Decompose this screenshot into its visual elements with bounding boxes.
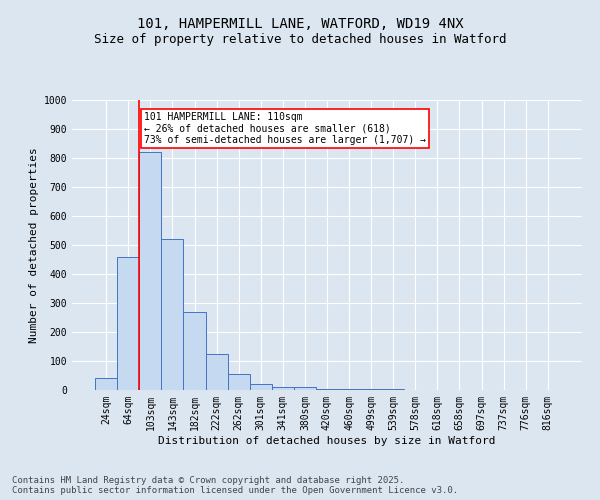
X-axis label: Distribution of detached houses by size in Watford: Distribution of detached houses by size … [158, 436, 496, 446]
Bar [95, 378, 117, 390]
Bar [161, 239, 184, 390]
Bar [338, 389, 360, 390]
Bar [184, 312, 206, 390]
Y-axis label: Number of detached properties: Number of detached properties [29, 147, 40, 343]
Text: Contains HM Land Registry data © Crown copyright and database right 2025.
Contai: Contains HM Land Registry data © Crown c… [12, 476, 458, 495]
Bar [272, 387, 294, 390]
Bar [294, 387, 316, 390]
Bar [316, 388, 338, 390]
Text: 101 HAMPERMILL LANE: 110sqm
← 26% of detached houses are smaller (618)
73% of se: 101 HAMPERMILL LANE: 110sqm ← 26% of det… [144, 112, 426, 145]
Bar [360, 389, 382, 390]
Bar [117, 256, 139, 390]
Bar [139, 152, 161, 390]
Bar [250, 384, 272, 390]
Bar [227, 374, 250, 390]
Text: Size of property relative to detached houses in Watford: Size of property relative to detached ho… [94, 32, 506, 46]
Bar [206, 354, 227, 390]
Text: 101, HAMPERMILL LANE, WATFORD, WD19 4NX: 101, HAMPERMILL LANE, WATFORD, WD19 4NX [137, 18, 463, 32]
